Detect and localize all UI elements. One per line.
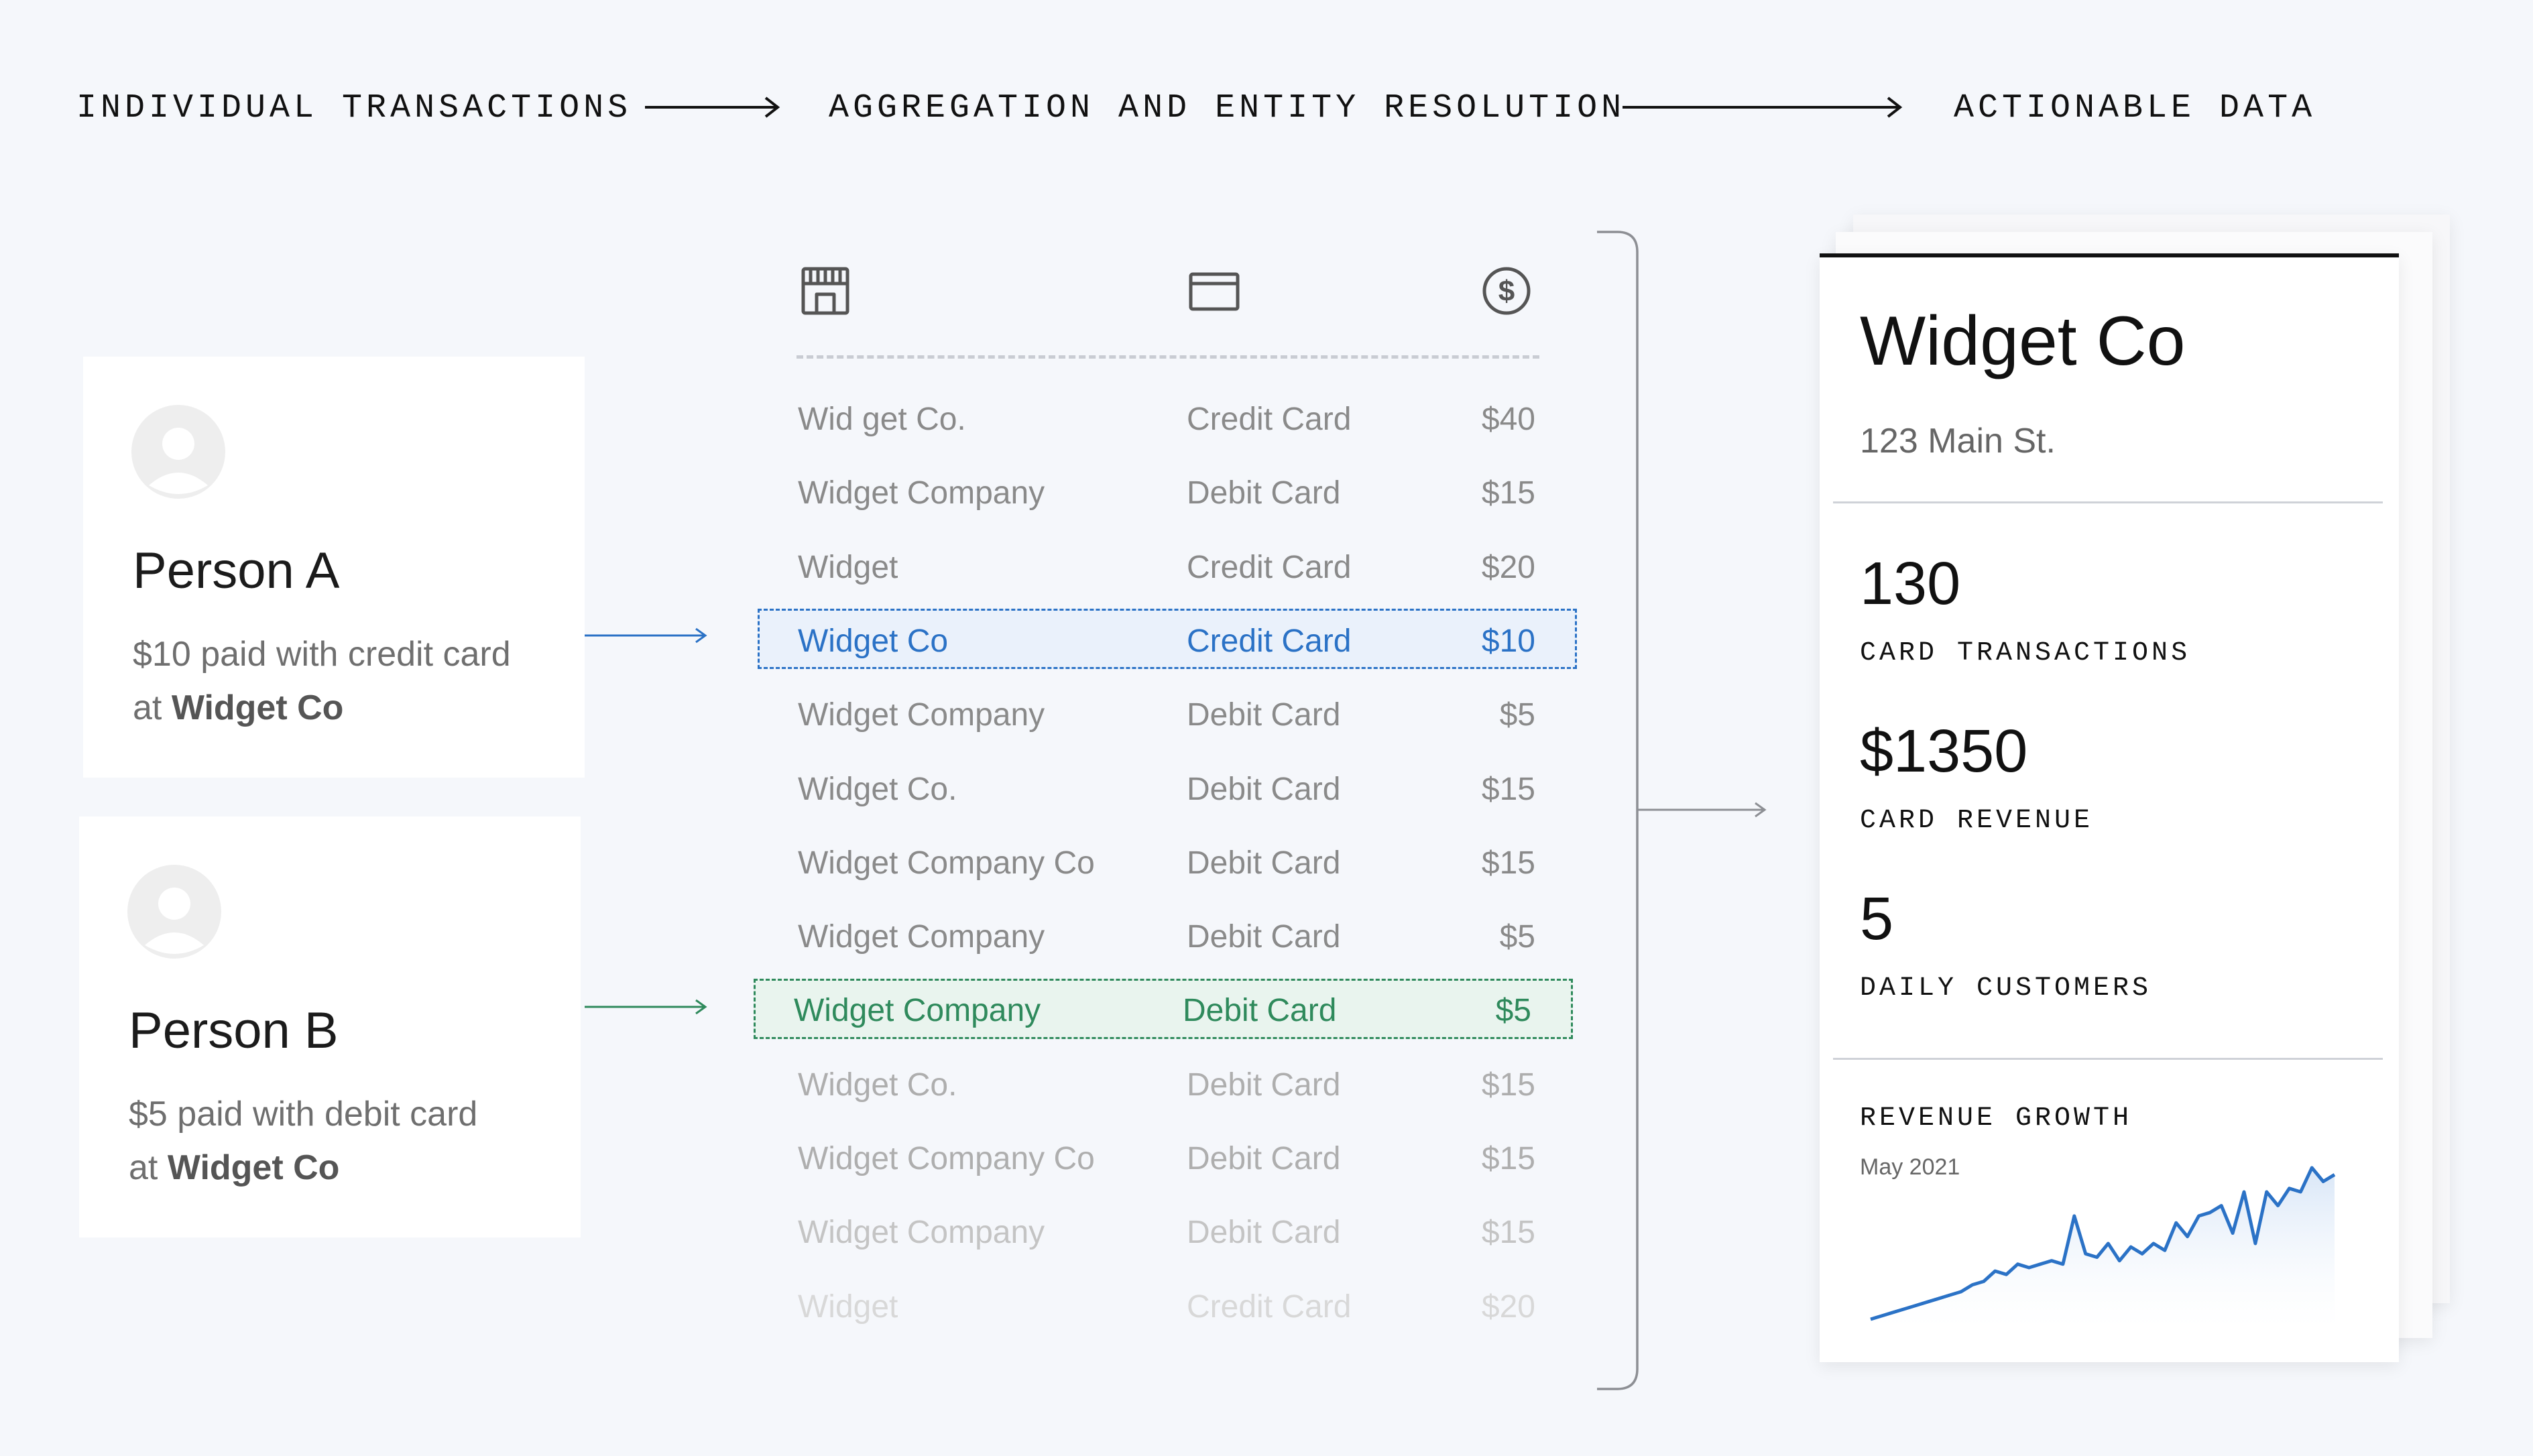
table-header-divider (797, 355, 1539, 359)
sparkline-line (1870, 1166, 2336, 1321)
amount-cell: $20 (1481, 1288, 1535, 1325)
table-row: Widget Company Co Debit Card $15 (798, 1134, 1535, 1187)
step-individual-transactions: INDIVIDUAL TRANSACTIONS (76, 89, 632, 127)
storefront-icon (801, 267, 849, 315)
payment-method-cell: Debit Card (1187, 697, 1341, 733)
merchant-cell: Widget Company (798, 1215, 1045, 1251)
payment-method-cell: Debit Card (1187, 845, 1341, 881)
table-row: Widget Company Debit Card $5 (798, 912, 1535, 965)
step-aggregation: AGGREGATION AND ENTITY RESOLUTION (829, 89, 1626, 127)
table-row: Widget Company Co Debit Card $15 (798, 838, 1535, 892)
highlight-row-blue (758, 609, 1577, 669)
person-b-arrow (585, 999, 707, 1015)
payment-method-cell: Debit Card (1187, 475, 1341, 511)
amount-cell: $15 (1481, 1141, 1535, 1176)
table-row: Widget Co. Debit Card $15 (798, 1060, 1535, 1113)
payment-method-cell: Debit Card (1187, 1141, 1341, 1176)
payment-method-cell: Debit Card (1187, 1067, 1341, 1103)
payment-method-cell: Debit Card (1187, 1215, 1341, 1251)
table-row: Widget Company Debit Card $5 (798, 690, 1535, 743)
revenue-growth-date: May 2021 (1860, 1154, 1960, 1180)
table-row: Widget Company Debit Card $15 (798, 468, 1535, 522)
amount-cell: $5 (1495, 993, 1531, 1029)
person-description: $5 paid with debit card at Widget Co (129, 1095, 478, 1187)
merchant-cell: Widget Company (798, 919, 1045, 955)
highlight-row-green (754, 979, 1573, 1039)
entity-address: 123 Main St. (1860, 422, 2056, 461)
table-row: Widget Credit Card $20 (798, 542, 1535, 596)
merchant-cell: Widget Company Co (798, 1141, 1095, 1176)
divider (1833, 501, 2383, 503)
revenue-growth-sparkline (1870, 1166, 2336, 1329)
metric-label: CARD TRANSACTIONS (1860, 638, 2191, 668)
aggregation-arrow (1637, 802, 1767, 818)
payment-method-cell: Credit Card (1187, 623, 1352, 659)
payment-method-cell: Debit Card (1187, 919, 1341, 955)
metric-value: $1350 (1860, 718, 2028, 785)
amount-cell: $15 (1481, 475, 1535, 511)
metric-label: DAILY CUSTOMERS (1860, 973, 2152, 1004)
merchant-cell: Widget Company (798, 475, 1045, 511)
payment-method-cell: Debit Card (1183, 993, 1337, 1029)
divider (1833, 1058, 2383, 1060)
amount-cell: $15 (1481, 845, 1535, 881)
merchant-cell: Widget Co. (798, 771, 957, 807)
merchant-name: Widget Co (167, 1148, 340, 1187)
table-row: Widget Company Debit Card $5 (794, 985, 1531, 1039)
merchant-cell: Widget Company (794, 993, 1041, 1029)
person-card-b: Person B $5 paid with debit card at Widg… (79, 816, 581, 1237)
payment-method-cell: Credit Card (1187, 549, 1352, 585)
table-row: Widget Co Credit Card $10 (798, 616, 1535, 670)
merchant-cell: Wid get Co. (798, 402, 966, 437)
avatar-icon (131, 405, 225, 499)
revenue-growth-title: REVENUE GROWTH (1860, 1103, 2133, 1134)
amount-cell: $10 (1481, 623, 1535, 659)
person-name: Person B (129, 1002, 339, 1059)
entity-card-top-rule (1820, 253, 2399, 257)
aggregation-bracket (1597, 231, 1639, 1390)
merchant-cell: Widget Company (798, 697, 1045, 733)
merchant-cell: Widget (798, 549, 898, 585)
amount-cell: $40 (1481, 402, 1535, 437)
metric-label: CARD REVENUE (1860, 806, 2094, 836)
person-description: $10 paid with credit card at Widget Co (133, 635, 511, 727)
merchant-cell: Widget Co. (798, 1067, 957, 1103)
step-arrow-1 (645, 97, 780, 118)
amount-cell: $15 (1481, 1067, 1535, 1103)
merchant-name: Widget Co (171, 688, 344, 727)
table-row: Widget Credit Card $20 (798, 1282, 1535, 1335)
step-arrow-2 (1623, 97, 1903, 118)
merchant-cell: Widget Co (798, 623, 949, 659)
table-row: Wid get Co. Credit Card $40 (798, 394, 1535, 448)
svg-text:$: $ (1498, 275, 1515, 308)
amount-cell: $5 (1499, 697, 1535, 733)
amount-cell: $20 (1481, 549, 1535, 585)
person-a-arrow (585, 627, 707, 644)
credit-card-icon (1189, 272, 1240, 311)
amount-cell: $15 (1481, 771, 1535, 807)
entity-card (1820, 255, 2399, 1362)
dollar-coin-icon: $ (1482, 267, 1531, 315)
amount-cell: $15 (1481, 1215, 1535, 1251)
step-actionable-data: ACTIONABLE DATA (1954, 89, 2316, 127)
metric-value: 5 (1860, 886, 1894, 953)
amount-cell: $5 (1499, 919, 1535, 955)
person-name: Person A (133, 542, 340, 599)
payment-method-cell: Credit Card (1187, 1288, 1352, 1325)
avatar-icon (127, 865, 221, 959)
metric-value: 130 (1860, 550, 1961, 617)
payment-method-cell: Credit Card (1187, 402, 1352, 437)
table-row: Widget Co. Debit Card $15 (798, 764, 1535, 818)
table-row: Widget Company Debit Card $15 (798, 1207, 1535, 1261)
merchant-cell: Widget (798, 1288, 898, 1325)
merchant-cell: Widget Company Co (798, 845, 1095, 881)
payment-method-cell: Debit Card (1187, 771, 1341, 807)
person-card-a: Person A $10 paid with credit card at Wi… (83, 357, 585, 778)
entity-name: Widget Co (1860, 302, 2186, 380)
